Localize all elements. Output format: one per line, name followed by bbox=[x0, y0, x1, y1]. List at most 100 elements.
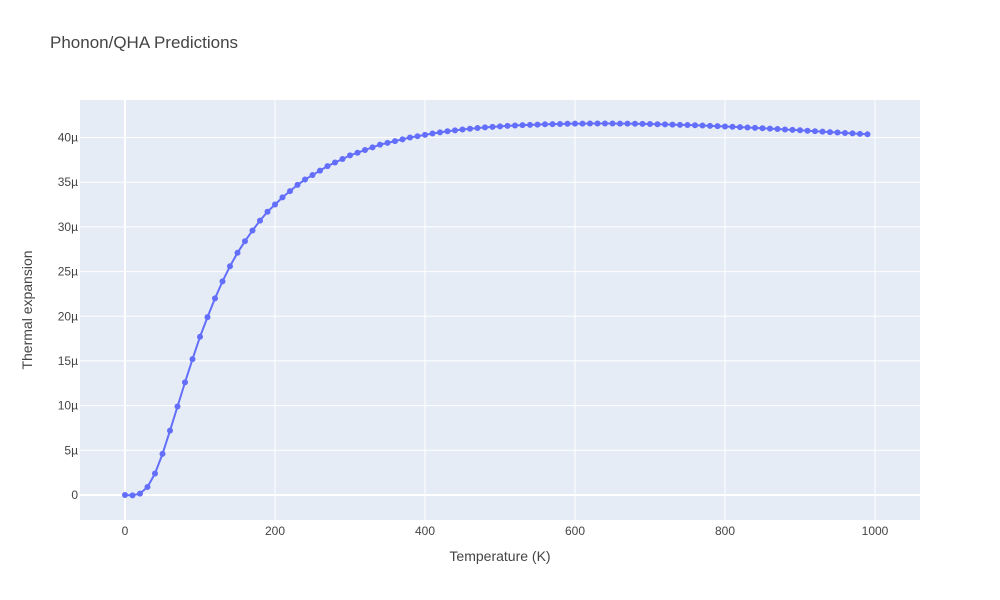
data-point bbox=[692, 122, 698, 129]
data-point bbox=[219, 278, 226, 285]
data-point bbox=[339, 155, 346, 162]
data-point bbox=[782, 126, 788, 133]
data-point bbox=[497, 123, 503, 130]
data-point bbox=[699, 122, 706, 129]
data-point bbox=[737, 124, 743, 131]
data-point bbox=[189, 356, 196, 363]
x-tick-label: 0 bbox=[122, 524, 129, 538]
data-point bbox=[137, 490, 143, 497]
x-tick-label: 400 bbox=[415, 524, 435, 538]
data-point bbox=[834, 129, 841, 136]
data-point bbox=[362, 147, 368, 154]
data-point bbox=[812, 128, 818, 135]
data-point bbox=[647, 121, 653, 128]
data-point bbox=[144, 483, 151, 490]
data-point bbox=[744, 124, 751, 131]
data-point bbox=[564, 120, 571, 127]
data-point bbox=[849, 130, 856, 137]
data-point bbox=[309, 172, 316, 179]
data-point bbox=[234, 249, 241, 256]
data-point bbox=[452, 127, 458, 134]
data-point bbox=[227, 263, 233, 270]
data-point bbox=[819, 128, 826, 135]
data-point bbox=[317, 167, 323, 174]
data-point bbox=[414, 133, 421, 140]
data-point bbox=[369, 144, 376, 151]
data-point bbox=[354, 149, 361, 156]
data-point bbox=[594, 120, 601, 127]
data-point bbox=[684, 122, 691, 129]
data-point bbox=[444, 128, 451, 135]
data-point bbox=[759, 125, 766, 132]
data-point bbox=[624, 120, 631, 127]
data-point bbox=[287, 188, 293, 195]
data-point bbox=[399, 136, 406, 143]
data-point bbox=[482, 124, 488, 131]
grid-lines bbox=[80, 100, 920, 520]
data-point bbox=[429, 130, 436, 137]
data-point bbox=[212, 295, 218, 302]
data-point bbox=[174, 403, 181, 410]
data-point bbox=[714, 123, 721, 130]
data-point bbox=[609, 120, 616, 127]
series-markers bbox=[122, 120, 871, 499]
y-tick-label: 40µ bbox=[58, 131, 78, 145]
data-point bbox=[504, 122, 511, 129]
data-point bbox=[437, 129, 443, 136]
data-point bbox=[707, 122, 713, 129]
data-point bbox=[377, 141, 383, 148]
data-point bbox=[774, 126, 781, 133]
data-point bbox=[557, 120, 563, 127]
data-point bbox=[542, 121, 548, 128]
data-point bbox=[467, 125, 473, 132]
data-point bbox=[167, 427, 173, 434]
y-tick-label: 25µ bbox=[58, 265, 78, 279]
x-tick-labels: 0 200 400 600 800 1000 bbox=[122, 524, 889, 538]
data-point bbox=[242, 238, 248, 245]
y-tick-label: 15µ bbox=[58, 354, 78, 368]
data-point bbox=[722, 123, 728, 130]
data-point bbox=[279, 194, 286, 201]
data-point bbox=[857, 130, 863, 137]
data-point bbox=[257, 217, 263, 224]
y-tick-label: 5µ bbox=[64, 443, 78, 457]
data-point bbox=[662, 121, 668, 128]
data-point bbox=[182, 379, 188, 386]
data-point bbox=[324, 163, 331, 170]
x-tick-label: 600 bbox=[565, 524, 585, 538]
data-point bbox=[512, 122, 518, 129]
data-point bbox=[549, 121, 556, 128]
data-point bbox=[519, 122, 526, 129]
data-point bbox=[249, 227, 256, 234]
data-point bbox=[534, 121, 541, 128]
data-point bbox=[302, 176, 308, 183]
data-point bbox=[489, 123, 496, 130]
data-point bbox=[572, 120, 578, 127]
data-point bbox=[767, 125, 773, 132]
x-tick-label: 200 bbox=[265, 524, 285, 538]
data-point bbox=[332, 159, 338, 166]
data-point bbox=[752, 124, 758, 131]
data-point bbox=[122, 491, 128, 498]
data-point bbox=[669, 121, 676, 128]
data-point bbox=[587, 120, 593, 127]
data-point bbox=[797, 127, 803, 134]
plot-background bbox=[80, 100, 920, 520]
x-tick-label: 800 bbox=[715, 524, 735, 538]
data-point bbox=[804, 127, 811, 134]
data-point bbox=[272, 201, 278, 208]
y-axis-title: Thermal expansion bbox=[19, 250, 35, 369]
y-tick-label: 20µ bbox=[58, 309, 78, 323]
data-point bbox=[474, 125, 481, 132]
data-point bbox=[152, 470, 158, 477]
series-line bbox=[124, 122, 868, 497]
data-point bbox=[864, 131, 871, 138]
data-point bbox=[632, 120, 638, 127]
data-point bbox=[197, 333, 203, 340]
data-point bbox=[677, 121, 683, 128]
data-point bbox=[264, 208, 271, 215]
y-tick-labels: 0 5µ 10µ 15µ 20µ 25µ 30µ 35µ 40µ bbox=[58, 131, 79, 502]
y-tick-label: 35µ bbox=[58, 175, 78, 189]
data-point bbox=[392, 138, 398, 145]
